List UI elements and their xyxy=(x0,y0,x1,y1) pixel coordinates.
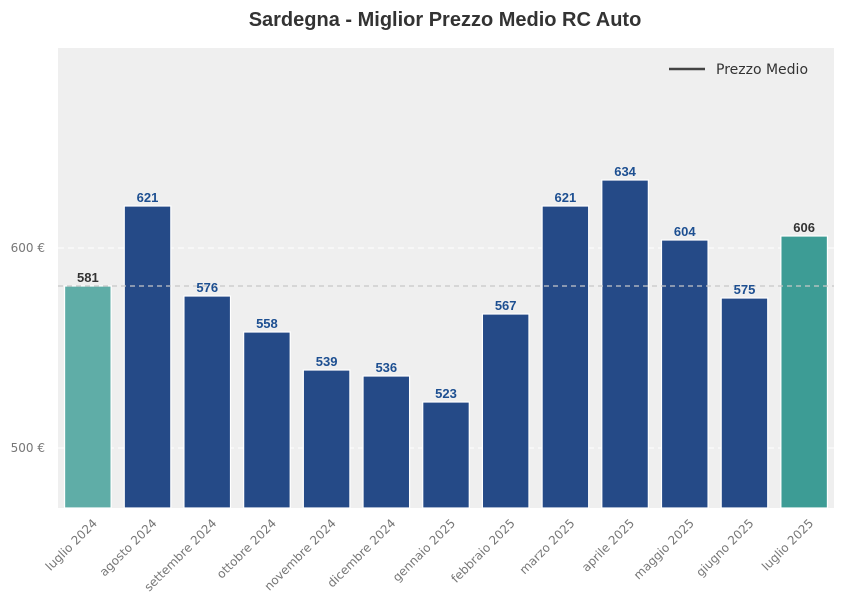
bar xyxy=(720,297,769,509)
x-tick-label: luglio 2025 xyxy=(759,516,816,573)
chart-title: Sardegna - Miglior Prezzo Medio RC Auto xyxy=(249,9,642,31)
bar xyxy=(481,313,530,509)
x-tick-label: luglio 2024 xyxy=(43,516,100,573)
bar xyxy=(422,401,470,509)
legend-label: Prezzo Medio xyxy=(716,62,808,78)
value-label: 606 xyxy=(793,220,815,235)
value-label: 567 xyxy=(495,298,517,313)
bar xyxy=(601,179,649,509)
x-tick-label: giugno 2025 xyxy=(693,516,756,579)
x-tick-label: aprile 2025 xyxy=(579,516,637,574)
bar xyxy=(243,331,291,509)
x-tick-label: maggio 2025 xyxy=(631,516,697,582)
bar xyxy=(123,205,172,509)
y-axis: 500 € 600 € xyxy=(11,241,45,455)
bar xyxy=(183,295,232,509)
x-tick-label: agosto 2024 xyxy=(97,516,160,579)
bar xyxy=(63,285,112,509)
bars xyxy=(63,179,829,509)
value-label: 621 xyxy=(555,190,577,205)
value-label: 536 xyxy=(375,360,397,375)
y-tick-label: 500 € xyxy=(11,441,45,455)
value-label: 523 xyxy=(435,386,457,401)
bar xyxy=(660,239,709,509)
value-label: 539 xyxy=(316,354,338,369)
value-labels: 581 621 576 558 539 536 523 567 621 634 604 575 606 xyxy=(77,164,815,401)
value-label: 634 xyxy=(614,164,636,179)
bar xyxy=(780,235,829,509)
bar xyxy=(362,375,411,509)
value-label: 621 xyxy=(137,190,159,205)
x-tick-label: ottobre 2024 xyxy=(214,516,279,581)
legend: Prezzo Medio xyxy=(669,62,808,78)
bar xyxy=(302,369,351,509)
value-label: 581 xyxy=(77,270,99,285)
value-label: 576 xyxy=(196,280,218,295)
bar xyxy=(541,205,590,509)
x-tick-label: gennaio 2025 xyxy=(390,516,458,584)
value-label: 558 xyxy=(256,316,278,331)
y-tick-label: 600 € xyxy=(11,241,45,255)
value-label: 575 xyxy=(734,282,756,297)
value-label: 604 xyxy=(674,224,696,239)
x-tick-label: febbraio 2025 xyxy=(448,516,517,585)
x-tick-label: marzo 2025 xyxy=(517,516,578,577)
